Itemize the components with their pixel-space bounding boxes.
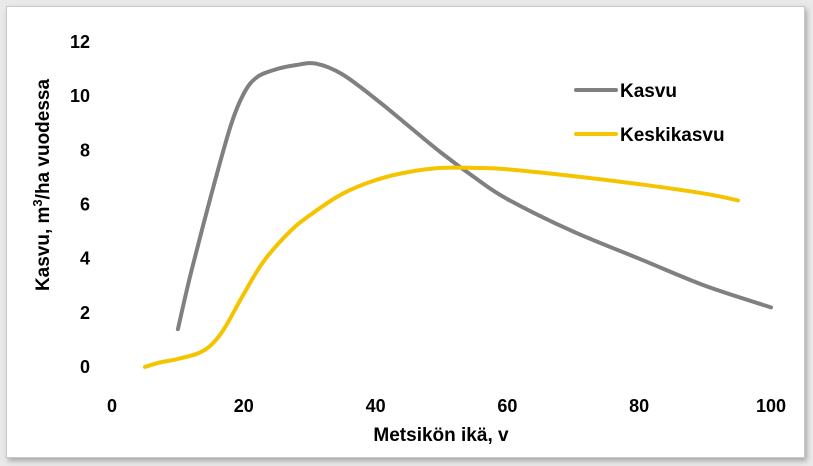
legend-label-kasvu: Kasvu xyxy=(620,81,677,102)
y-tick-labels: 0 2 4 6 8 10 12 xyxy=(70,32,90,377)
legend-label-keskikasvu: Keskikasvu xyxy=(620,125,725,146)
series-lines xyxy=(142,61,773,369)
y-tick-label: 12 xyxy=(70,32,90,52)
x-tick-label: 40 xyxy=(366,396,386,416)
y-tick-label: 0 xyxy=(80,357,90,377)
x-tick-label: 0 xyxy=(107,396,117,416)
x-tick-label: 20 xyxy=(234,396,254,416)
y-axis-title-superscript: 3 xyxy=(30,199,45,206)
y-axis-title: Kasvu, m3/ha vuodessa xyxy=(30,79,54,292)
y-axis-title-suffix: /ha vuodessa xyxy=(33,79,54,200)
chart-frame xyxy=(6,6,805,458)
x-axis-title: Metsikön ikä, v xyxy=(373,425,509,446)
y-tick-label: 4 xyxy=(80,249,90,269)
y-tick-label: 2 xyxy=(80,303,90,323)
legend: Kasvu Keskikasvu xyxy=(574,81,725,146)
series-line-keskikasvu xyxy=(142,165,740,369)
y-tick-label: 10 xyxy=(70,86,90,106)
series-line-kasvu xyxy=(175,61,773,332)
x-tick-label: 60 xyxy=(497,396,517,416)
y-axis-title-prefix: Kasvu, m xyxy=(33,207,54,291)
x-tick-label: 100 xyxy=(756,396,786,416)
y-tick-label: 6 xyxy=(80,195,90,215)
x-tick-labels: 0 20 40 60 80 100 xyxy=(107,396,786,416)
y-tick-label: 8 xyxy=(80,140,90,160)
x-tick-label: 80 xyxy=(629,396,649,416)
